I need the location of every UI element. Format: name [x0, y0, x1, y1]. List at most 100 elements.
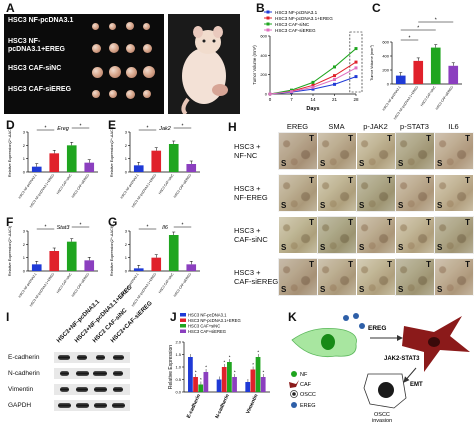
ihc-row-label: HSC3 + NF-EREG: [234, 184, 268, 202]
tumor-marker: T: [309, 176, 314, 185]
data-point: [311, 87, 315, 91]
stroma-marker: S: [359, 201, 365, 210]
x-tick-label: HSC3 CAF-siNC: [56, 173, 73, 195]
significance-star: *: [229, 355, 231, 360]
significance-star: *: [182, 223, 184, 229]
tumor-marker: T: [309, 134, 314, 143]
panel-label-i: I: [6, 310, 10, 324]
stroma-marker: S: [359, 159, 365, 168]
mouse-illustration: [181, 26, 228, 114]
bar: [84, 162, 95, 172]
x-tick-label: E-cadherin: [186, 393, 202, 419]
legend-swatch: [180, 313, 186, 317]
significance-star: *: [45, 225, 47, 231]
data-point: [333, 74, 336, 78]
stroma-marker: S: [320, 285, 326, 294]
x-tick-label: HSC3 CAF-siEREG: [71, 173, 91, 199]
mouse-photo: [168, 14, 240, 114]
significance-star: *: [417, 26, 419, 32]
ihc-column-header: p-JAK2: [363, 122, 388, 131]
protein-band: [113, 371, 123, 376]
x-tick-label: HSC3 NF-pcDNA3.1: [120, 173, 140, 199]
y-tick-label: 2: [125, 242, 128, 247]
legend-nf: NF: [300, 372, 308, 378]
legend-marker: [266, 16, 270, 20]
protein-band: [77, 355, 87, 360]
y-axis-label: Relative Expression: [168, 345, 174, 389]
blot-strip: [54, 368, 130, 379]
tumor-marker: T: [465, 260, 470, 269]
protein-label: GAPDH: [8, 402, 32, 409]
y-tick-label: 200: [382, 68, 389, 73]
x-axis-label: Days: [306, 106, 319, 112]
y-tick-label: 0.5: [175, 377, 181, 382]
y-tick-label: 3: [23, 130, 26, 135]
highlight-box: [349, 31, 363, 93]
ereg-expression-bar-chart: 0 1 2 3 Ereg Relative Expression(2^-ΔΔCt) HSC3…: [8, 124, 98, 208]
bar: [232, 377, 237, 392]
ihc-column-header: EREG: [286, 122, 309, 131]
bar: [395, 75, 406, 84]
stroma-marker: S: [398, 201, 404, 210]
significance-star: *: [195, 370, 197, 375]
protein-band: [93, 403, 107, 408]
tumor-marker: T: [387, 218, 392, 227]
protein-band: [76, 387, 88, 392]
il6-expression-bar-chart: 0 1 2 3 Il6 Relative Expression(2^-ΔΔCt) HSC3 …: [110, 223, 200, 307]
x-tick-label: Vimentin: [245, 393, 259, 415]
tumor-marker: T: [465, 218, 470, 227]
tumor-marker: T: [426, 134, 431, 143]
panel-label-k: K: [288, 310, 297, 324]
bar: [31, 264, 42, 271]
panel-label-j: J: [170, 310, 177, 324]
y-tick-label: 0: [265, 92, 268, 97]
significance-star: *: [147, 225, 149, 231]
bar: [260, 377, 266, 392]
y-tick-label: 0: [125, 269, 128, 274]
bar: [227, 362, 232, 392]
bar: [186, 264, 197, 271]
bar: [198, 384, 204, 392]
panel-label-a: A: [6, 1, 15, 15]
stroma-marker: S: [359, 285, 365, 294]
protein-band: [93, 387, 107, 392]
chart-title: Stat3: [57, 225, 71, 231]
tumor-marker: T: [309, 218, 314, 227]
x-tick-label: 21: [332, 97, 338, 102]
bar: [250, 369, 256, 392]
x-tick-label: HSC3 CAF-siNC: [158, 272, 175, 294]
significance-star: *: [234, 370, 236, 375]
ereg-label: EREG: [368, 325, 386, 332]
legend-caf: CAF: [300, 382, 312, 388]
bar: [168, 144, 179, 172]
stroma-marker: S: [398, 285, 404, 294]
bar: [430, 47, 441, 84]
y-axis-label: Relative Expression(2^-ΔΔCt): [8, 126, 12, 177]
tumor-marker: T: [387, 260, 392, 269]
data-point: [333, 65, 336, 69]
y-axis-label: Relative Expression(2^-ΔΔCt): [8, 225, 12, 276]
x-tick-label: HSC3 CAF-siNC: [420, 85, 437, 107]
legend-ereg: EREG: [300, 403, 316, 409]
legend-marker: [266, 28, 270, 32]
stroma-marker: S: [281, 201, 287, 210]
chart-title: Il6: [162, 225, 169, 231]
bar: [49, 153, 60, 172]
data-point: [311, 80, 315, 84]
significance-star: *: [45, 126, 47, 132]
data-point: [268, 92, 272, 96]
tumor-specimen: [143, 90, 151, 98]
legend-marker: [266, 22, 270, 26]
emt-label: EMT: [410, 382, 423, 388]
y-tick-label: 1.5: [175, 352, 181, 357]
